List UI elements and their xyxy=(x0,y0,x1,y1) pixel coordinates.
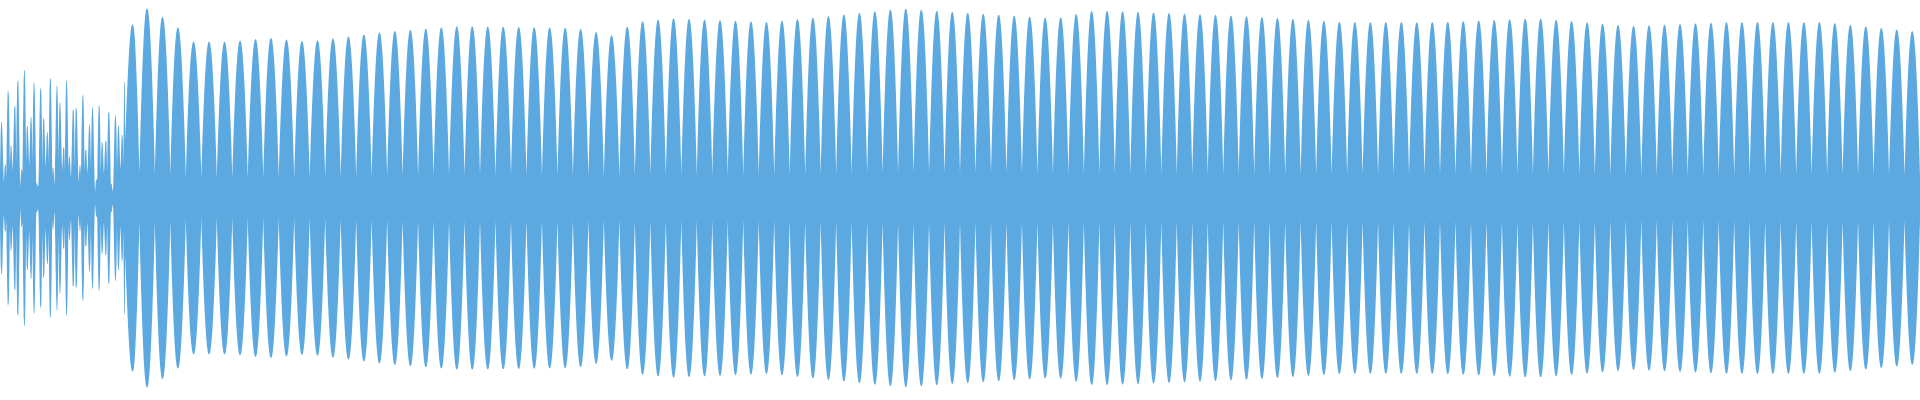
waveform-centerline xyxy=(0,196,1920,200)
waveform-layer xyxy=(0,8,1920,388)
